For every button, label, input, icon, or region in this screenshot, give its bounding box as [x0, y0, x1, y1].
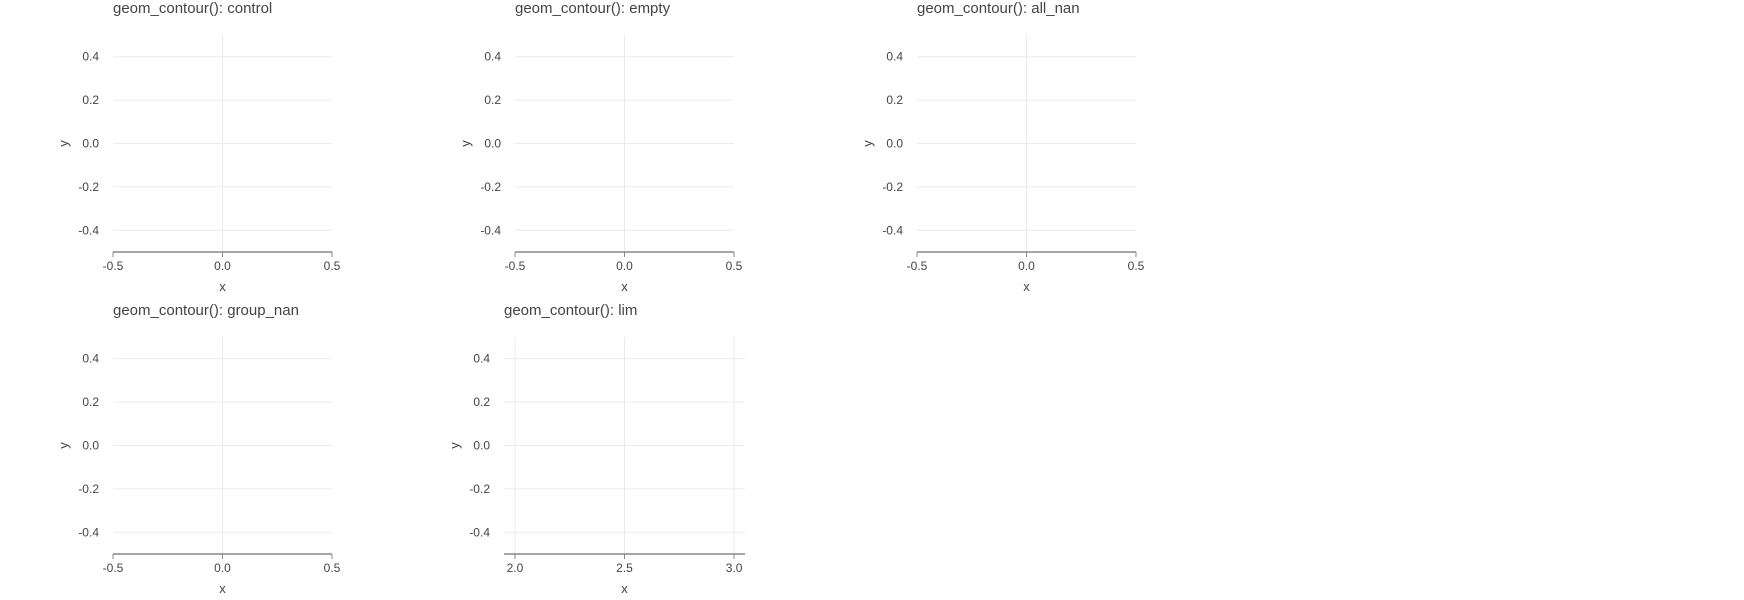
chart-1-x-axis-title: x	[621, 279, 628, 294]
chart-2-x-axis-title: x	[1023, 279, 1030, 294]
chart-1-x-tick-label-1: 0.0	[616, 259, 633, 273]
chart-0-y-tick-label-0: -0.4	[78, 223, 99, 237]
chart-4-panel: 2.0 2.5 3.0 -0.4 -0.2 0.0 0.2 0.4 geom_contour()…	[447, 302, 745, 596]
chart-3-panel: -0.5 0.0 0.5 -0.4 -0.2 0.0 0.2 0.4 geom_contour(…	[56, 302, 341, 596]
chart-3-x-tick-label-1: 0.0	[214, 561, 231, 575]
chart-2-y-tick-label-4: 0.4	[886, 50, 903, 64]
chart-0-y-tick-label-1: -0.2	[78, 180, 99, 194]
chart-0-panel: -0.5 0.0 0.5 -0.4 -0.2 0.0 0.2 0.4 geom_contour(…	[56, 0, 341, 294]
chart-4-x-axis-title: x	[621, 581, 628, 596]
chart-0-x-tick-label-0: -0.5	[103, 259, 124, 273]
chart-0-title: geom_contour(): control	[113, 0, 272, 17]
chart-3-x-tick-label-0: -0.5	[103, 561, 124, 575]
chart-4-y-tick-label-2: 0.0	[473, 439, 490, 453]
chart-2-y-axis-title: y	[860, 140, 875, 147]
chart-4-y-tick-label-0: -0.4	[469, 525, 490, 539]
chart-1-y-tick-label-1: -0.2	[480, 180, 501, 194]
chart-3-x-axis-title: x	[219, 581, 226, 596]
chart-3-y-tick-label-2: 0.0	[82, 439, 99, 453]
chart-1-title: geom_contour(): empty	[515, 0, 671, 17]
chart-0-x-tick-label-1: 0.0	[214, 259, 231, 273]
chart-2-title: geom_contour(): all_nan	[917, 0, 1080, 17]
chart-1-y-tick-label-4: 0.4	[484, 50, 501, 64]
chart-0-y-tick-label-3: 0.2	[82, 93, 99, 107]
chart-4-y-tick-label-4: 0.4	[473, 352, 490, 366]
chart-4-y-tick-label-3: 0.2	[473, 395, 490, 409]
chart-4-x-tick-label-2: 3.0	[726, 561, 743, 575]
chart-0-x-tick-label-2: 0.5	[324, 259, 341, 273]
chart-3-y-tick-label-0: -0.4	[78, 525, 99, 539]
chart-0-y-axis-title: y	[56, 140, 71, 147]
chart-3-title: geom_contour(): group_nan	[113, 302, 299, 319]
chart-3-y-tick-label-1: -0.2	[78, 482, 99, 496]
chart-4-x-tick-label-0: 2.0	[507, 561, 524, 575]
chart-1-y-tick-label-2: 0.0	[484, 137, 501, 151]
chart-3-y-tick-label-3: 0.2	[82, 395, 99, 409]
chart-1-panel: -0.5 0.0 0.5 -0.4 -0.2 0.0 0.2 0.4 geom_contour(…	[458, 0, 743, 294]
chart-2-x-tick-label-0: -0.5	[907, 259, 928, 273]
chart-2-panel: -0.5 0.0 0.5 -0.4 -0.2 0.0 0.2 0.4 geom_contour(…	[860, 0, 1145, 294]
chart-0-y-tick-label-4: 0.4	[82, 50, 99, 64]
chart-3-y-tick-label-4: 0.4	[82, 352, 99, 366]
chart-1-x-tick-label-2: 0.5	[726, 259, 743, 273]
chart-1-x-tick-label-0: -0.5	[505, 259, 526, 273]
chart-4-y-tick-label-1: -0.2	[469, 482, 490, 496]
chart-2-x-tick-label-2: 0.5	[1128, 259, 1145, 273]
chart-4-y-axis-title: y	[447, 442, 462, 449]
chart-2-y-tick-label-2: 0.0	[886, 137, 903, 151]
chart-1-y-axis-title: y	[458, 140, 473, 147]
chart-3-x-tick-label-2: 0.5	[324, 561, 341, 575]
chart-2-y-tick-label-3: 0.2	[886, 93, 903, 107]
chart-2-y-tick-label-1: -0.2	[882, 180, 903, 194]
chart-1-y-tick-label-0: -0.4	[480, 223, 501, 237]
chart-0-x-axis-title: x	[219, 279, 226, 294]
chart-2-x-tick-label-1: 0.0	[1018, 259, 1035, 273]
chart-3-y-axis-title: y	[56, 442, 71, 449]
chart-1-y-tick-label-3: 0.2	[484, 93, 501, 107]
chart-4-x-tick-label-1: 2.5	[616, 561, 633, 575]
chart-2-y-tick-label-0: -0.4	[882, 223, 903, 237]
chart-4-title: geom_contour(): lim	[504, 302, 637, 319]
chart-0-y-tick-label-2: 0.0	[82, 137, 99, 151]
